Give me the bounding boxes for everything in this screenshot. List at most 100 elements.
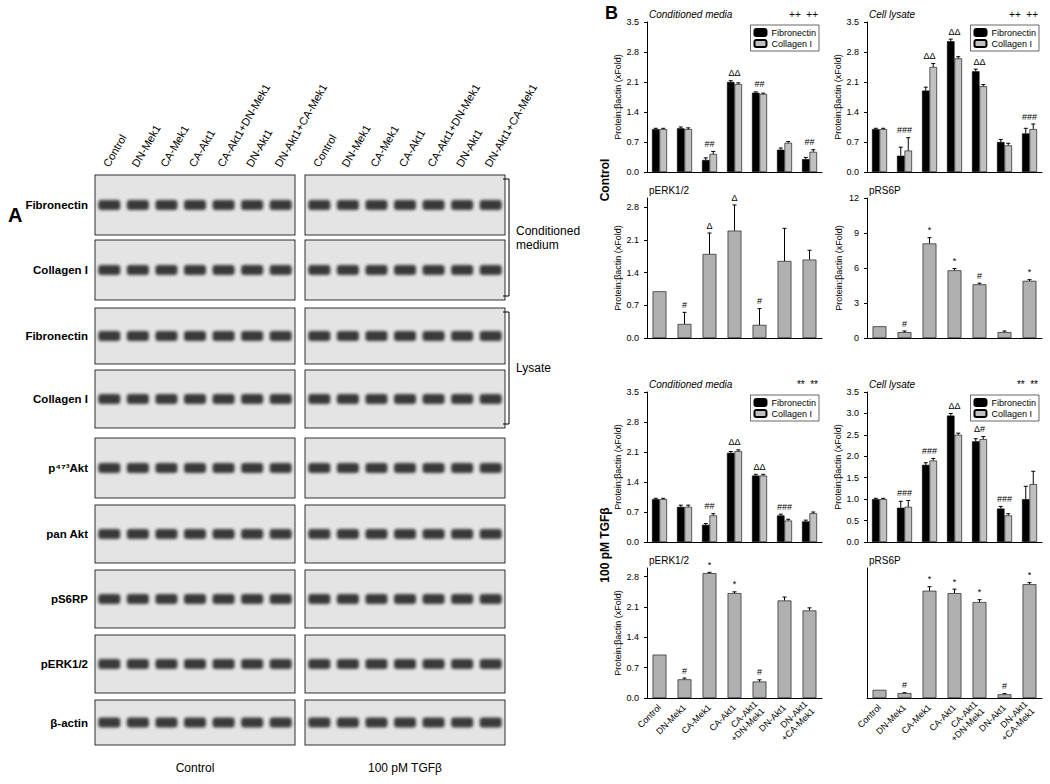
svg-text:CA-Akt1+DN-Mek1: CA-Akt1+DN-Mek1 bbox=[425, 82, 482, 169]
svg-text:++ ++: ++ ++ bbox=[1009, 9, 1038, 20]
svg-text:3.5: 3.5 bbox=[846, 387, 859, 397]
svg-text:#: # bbox=[682, 666, 687, 676]
svg-text:ΔΔ: ΔΔ bbox=[728, 68, 740, 78]
svg-text:pERK1/2: pERK1/2 bbox=[649, 185, 689, 196]
svg-text:2.1: 2.1 bbox=[626, 77, 639, 87]
svg-text:Fibronectin: Fibronectin bbox=[991, 28, 1036, 38]
svg-text:Protein:βactin (xFold): Protein:βactin (xFold) bbox=[833, 424, 843, 510]
svg-text:Protein:βactin (xFold): Protein:βactin (xFold) bbox=[613, 225, 623, 311]
svg-text:*: * bbox=[1028, 267, 1032, 277]
svg-text:CA-Mek1: CA-Mek1 bbox=[899, 702, 933, 736]
svg-text:2.1: 2.1 bbox=[846, 77, 859, 87]
svg-text:2.8: 2.8 bbox=[846, 47, 859, 57]
svg-text:*: * bbox=[953, 256, 957, 266]
svg-text:pRS6P: pRS6P bbox=[869, 185, 901, 196]
svg-text:DN-Akt1: DN-Akt1 bbox=[243, 127, 274, 169]
svg-text:Cell lysate: Cell lysate bbox=[869, 379, 916, 390]
svg-text:###: ### bbox=[922, 446, 937, 456]
svg-text:2.1: 2.1 bbox=[626, 447, 639, 457]
svg-text:0.0: 0.0 bbox=[846, 167, 859, 177]
svg-text:** **: ** ** bbox=[797, 379, 818, 390]
svg-text:ΔΔ: ΔΔ bbox=[948, 27, 960, 37]
svg-text:2.5: 2.5 bbox=[846, 430, 859, 440]
svg-text:pan Akt: pan Akt bbox=[46, 528, 88, 540]
svg-text:#: # bbox=[757, 296, 762, 306]
svg-text:0.0: 0.0 bbox=[846, 537, 859, 547]
svg-text:0.7: 0.7 bbox=[626, 507, 639, 517]
svg-text:1.5: 1.5 bbox=[846, 473, 859, 483]
svg-text:3.0: 3.0 bbox=[846, 408, 859, 418]
svg-text:Conditioned media: Conditioned media bbox=[649, 9, 733, 20]
svg-text:Δ: Δ bbox=[731, 193, 737, 203]
svg-text:100 pM TGFβ: 100 pM TGFβ bbox=[368, 761, 442, 775]
svg-text:Fibronectin: Fibronectin bbox=[25, 330, 88, 342]
svg-text:+CA-Mek1: +CA-Mek1 bbox=[779, 706, 816, 743]
svg-text:Control: Control bbox=[176, 761, 215, 775]
svg-text:Lysate: Lysate bbox=[516, 361, 551, 375]
svg-text:###: ### bbox=[1022, 112, 1037, 122]
svg-text:ΔΔ: ΔΔ bbox=[948, 401, 960, 411]
svg-text:##: ## bbox=[754, 79, 764, 89]
svg-text:Δ#: Δ# bbox=[974, 424, 985, 434]
svg-text:2.8: 2.8 bbox=[626, 47, 639, 57]
svg-text:2.8: 2.8 bbox=[626, 572, 639, 582]
svg-text:###: ### bbox=[997, 494, 1012, 504]
svg-text:0: 0 bbox=[854, 333, 859, 343]
svg-text:0.7: 0.7 bbox=[846, 137, 859, 147]
svg-text:6: 6 bbox=[854, 263, 859, 273]
svg-text:#: # bbox=[902, 680, 907, 690]
svg-text:Protein:βactin (xFold): Protein:βactin (xFold) bbox=[834, 225, 844, 311]
svg-text:pRS6P: pRS6P bbox=[869, 555, 901, 566]
svg-text:0.7: 0.7 bbox=[626, 663, 639, 673]
svg-text:Control: Control bbox=[311, 132, 339, 169]
svg-text:1.4: 1.4 bbox=[626, 632, 639, 642]
svg-text:Fibronectin: Fibronectin bbox=[771, 28, 816, 38]
svg-text:3.5: 3.5 bbox=[626, 17, 639, 27]
svg-text:*: * bbox=[733, 579, 737, 589]
svg-text:#: # bbox=[757, 667, 762, 677]
svg-text:###: ### bbox=[897, 488, 912, 498]
svg-text:*: * bbox=[928, 225, 932, 235]
svg-text:2.1: 2.1 bbox=[626, 235, 639, 245]
svg-text:Protein:βactin (xFold): Protein:βactin (xFold) bbox=[833, 54, 843, 140]
svg-text:B: B bbox=[605, 3, 618, 23]
svg-text:ΔΔ: ΔΔ bbox=[923, 51, 935, 61]
svg-text:*: * bbox=[953, 577, 957, 587]
svg-text:100 pM TGFβ: 100 pM TGFβ bbox=[598, 507, 612, 582]
svg-text:** **: ** ** bbox=[1017, 379, 1038, 390]
svg-text:2.8: 2.8 bbox=[626, 202, 639, 212]
svg-text:1.0: 1.0 bbox=[846, 494, 859, 504]
svg-text:+CA-Mek1: +CA-Mek1 bbox=[999, 706, 1036, 743]
svg-text:#: # bbox=[902, 319, 907, 329]
svg-text:##: ## bbox=[704, 139, 714, 149]
svg-text:*: * bbox=[708, 560, 712, 570]
svg-text:###: ### bbox=[777, 502, 792, 512]
svg-text:Conditionedmedium: Conditionedmedium bbox=[516, 224, 580, 252]
svg-text:pS6RP: pS6RP bbox=[51, 593, 88, 605]
svg-text:0.0: 0.0 bbox=[626, 333, 639, 343]
svg-text:#: # bbox=[682, 300, 687, 310]
svg-text:Collagen I: Collagen I bbox=[33, 393, 88, 405]
svg-text:pERK1/2: pERK1/2 bbox=[649, 555, 689, 566]
svg-text:Fibronectin: Fibronectin bbox=[991, 398, 1036, 408]
svg-text:Fibronectin: Fibronectin bbox=[771, 398, 816, 408]
svg-text:ΔΔ: ΔΔ bbox=[973, 57, 985, 67]
svg-text:12: 12 bbox=[849, 193, 859, 203]
svg-text:Collagen I: Collagen I bbox=[771, 39, 812, 49]
svg-text:Fibronectin: Fibronectin bbox=[25, 199, 88, 211]
svg-text:CA-Akt1+DN-Mek1: CA-Akt1+DN-Mek1 bbox=[215, 82, 272, 169]
svg-text:0.5: 0.5 bbox=[846, 516, 859, 526]
svg-text:9: 9 bbox=[854, 228, 859, 238]
svg-text:3: 3 bbox=[854, 298, 859, 308]
svg-text:2.1: 2.1 bbox=[626, 602, 639, 612]
svg-text:CA-Akt1: CA-Akt1 bbox=[186, 128, 217, 169]
svg-text:2.8: 2.8 bbox=[626, 417, 639, 427]
svg-text:DN-Akt1: DN-Akt1 bbox=[453, 127, 484, 169]
svg-text:Collagen I: Collagen I bbox=[33, 264, 88, 276]
svg-text:Collagen I: Collagen I bbox=[991, 409, 1032, 419]
svg-text:CA-Mek1: CA-Mek1 bbox=[679, 702, 713, 736]
svg-text:Control: Control bbox=[101, 132, 129, 169]
svg-text:3.5: 3.5 bbox=[626, 387, 639, 397]
svg-text:A: A bbox=[8, 204, 22, 226]
svg-text:β-actin: β-actin bbox=[50, 717, 88, 729]
